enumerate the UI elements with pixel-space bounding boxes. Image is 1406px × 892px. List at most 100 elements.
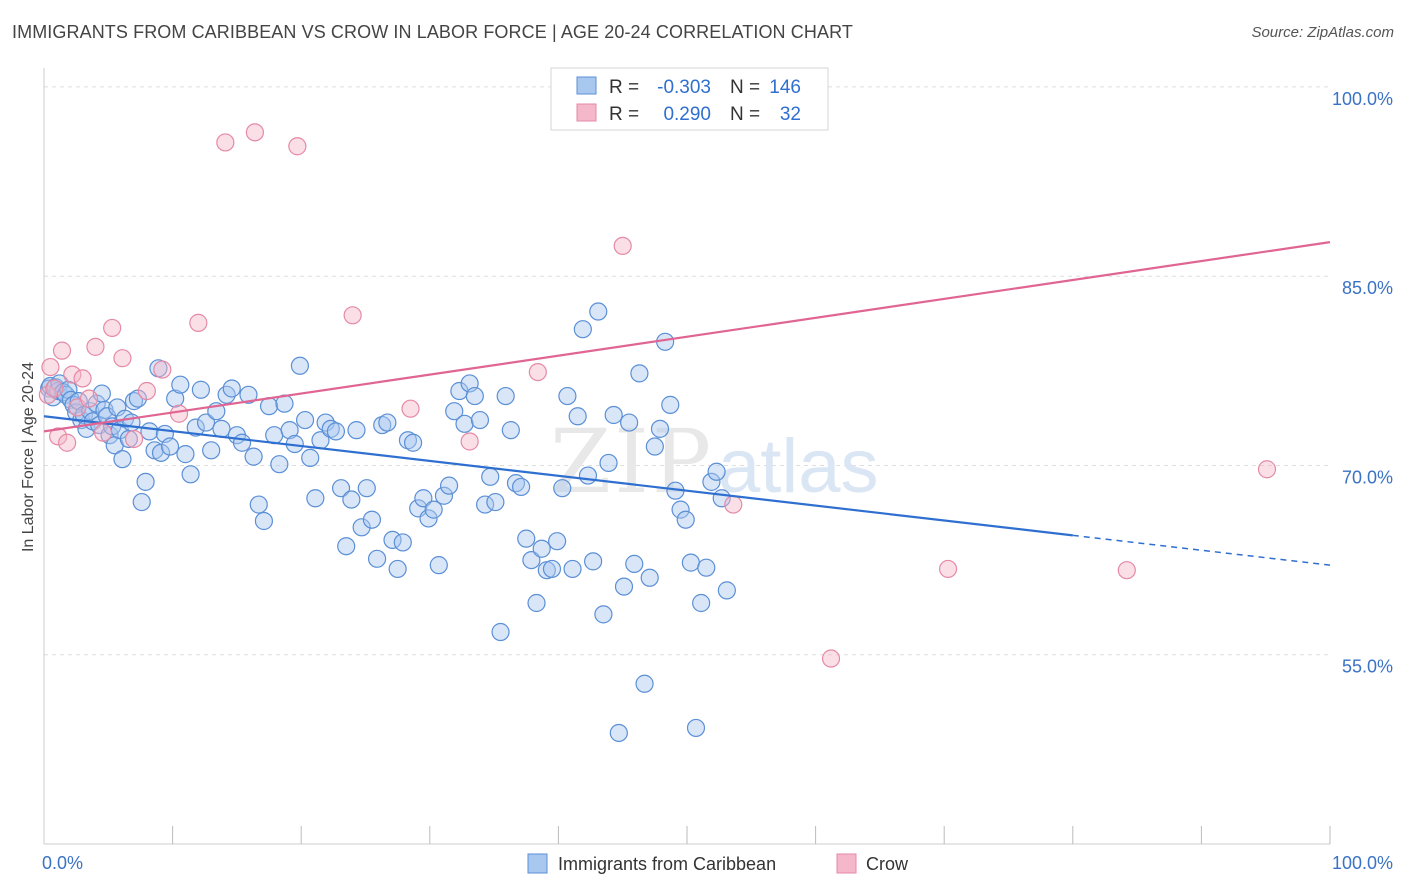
caribbean-point bbox=[160, 437, 180, 456]
caribbean-point bbox=[295, 410, 315, 430]
caribbean-point bbox=[620, 413, 639, 432]
caribbean-point bbox=[542, 559, 562, 579]
caribbean-point bbox=[398, 431, 418, 450]
caribbean-point bbox=[136, 472, 155, 491]
caribbean-point bbox=[403, 433, 423, 452]
caribbean-point bbox=[455, 414, 474, 433]
caribbean-point bbox=[357, 479, 376, 498]
caribbean-point bbox=[707, 462, 726, 481]
caribbean-point bbox=[671, 500, 690, 519]
stats-n-value: 32 bbox=[780, 104, 801, 125]
caribbean-point bbox=[650, 419, 670, 438]
legend-swatch-crow bbox=[836, 853, 857, 874]
legend-swatch-immigrants-from-caribbean bbox=[527, 853, 548, 874]
watermark-zip: ZIP bbox=[550, 410, 714, 513]
y-tick-label: 55.0% bbox=[1342, 657, 1393, 677]
caribbean-point bbox=[692, 593, 711, 613]
caribbean-point bbox=[337, 537, 356, 556]
caribbean-point bbox=[470, 410, 490, 430]
caribbean-point bbox=[625, 554, 644, 573]
stats-r-label: R = bbox=[609, 104, 639, 125]
caribbean-point bbox=[697, 558, 716, 577]
caribbean-point bbox=[132, 492, 151, 512]
crow-point bbox=[460, 432, 479, 451]
crow-point bbox=[724, 495, 743, 514]
caribbean-point bbox=[548, 532, 567, 551]
series-immigrants-from-caribbean bbox=[40, 302, 736, 743]
caribbean-point bbox=[686, 718, 706, 738]
caribbean-point bbox=[630, 364, 649, 383]
y-axis-tick-labels: 55.0% 70.0% 85.0% 100.0% bbox=[1332, 89, 1393, 677]
series-legend: Immigrants from Caribbean Crow bbox=[527, 853, 909, 874]
caribbean-point bbox=[373, 415, 392, 435]
crow-point bbox=[124, 429, 144, 449]
caribbean-point bbox=[326, 422, 346, 441]
y-tick-label: 100.0% bbox=[1332, 89, 1393, 109]
crow-point bbox=[245, 123, 265, 142]
caribbean-point bbox=[573, 320, 592, 339]
stats-legend-box bbox=[550, 67, 829, 131]
caribbean-point bbox=[681, 553, 700, 572]
caribbean-point bbox=[280, 421, 299, 440]
caribbean-point bbox=[604, 405, 623, 425]
caribbean-point bbox=[439, 476, 459, 495]
caribbean-point bbox=[171, 375, 190, 394]
crow-point bbox=[49, 427, 68, 446]
caribbean-point bbox=[181, 465, 200, 484]
stats-r-value: -0.303 bbox=[657, 77, 711, 98]
crow-point bbox=[938, 559, 958, 579]
caribbean-point bbox=[166, 389, 185, 408]
crow-point bbox=[343, 306, 362, 325]
legend-label-immigrants-from-caribbean: Immigrants from Caribbean bbox=[558, 854, 776, 874]
trend-lines bbox=[43, 241, 1331, 566]
caribbean-point bbox=[151, 443, 171, 462]
caribbean-point bbox=[388, 559, 407, 579]
crow-point bbox=[288, 137, 307, 156]
source-credit: Source: ZipAtlas.com bbox=[1251, 24, 1394, 41]
caribbean-point bbox=[589, 302, 608, 321]
x-axis-ticks bbox=[172, 826, 1331, 844]
caribbean-point bbox=[594, 605, 613, 624]
caribbean-point bbox=[347, 421, 366, 440]
caribbean-point bbox=[414, 489, 433, 508]
crow-point bbox=[41, 357, 60, 377]
caribbean-trend-extension bbox=[1072, 534, 1331, 566]
caribbean-point bbox=[512, 477, 531, 497]
caribbean-point bbox=[717, 581, 736, 600]
y-tick-label: 70.0% bbox=[1342, 467, 1393, 487]
caribbean-point bbox=[301, 448, 320, 467]
crow-point bbox=[63, 365, 82, 384]
caribbean-point bbox=[568, 407, 587, 426]
crow-point bbox=[401, 399, 420, 418]
caribbean-point bbox=[661, 395, 680, 414]
caribbean-point bbox=[645, 437, 664, 456]
caribbean-point bbox=[378, 413, 397, 432]
caribbean-point bbox=[429, 556, 448, 575]
caribbean-point bbox=[578, 466, 598, 485]
caribbean-point bbox=[553, 479, 572, 498]
caribbean-point bbox=[527, 593, 546, 613]
y-tick-label: 85.0% bbox=[1342, 278, 1393, 298]
caribbean-trend-line bbox=[43, 415, 1073, 537]
crow-point bbox=[86, 337, 105, 356]
caribbean-point bbox=[191, 380, 210, 399]
caribbean-point bbox=[558, 386, 577, 406]
caribbean-point bbox=[54, 383, 73, 402]
caribbean-point bbox=[522, 550, 541, 570]
caribbean-point bbox=[640, 568, 659, 587]
caribbean-point bbox=[635, 674, 654, 693]
caribbean-point bbox=[239, 385, 258, 404]
crow-trend-line bbox=[43, 241, 1331, 433]
caribbean-point bbox=[532, 539, 551, 558]
stats-r-value: 0.290 bbox=[663, 104, 711, 125]
x-axis-tick-labels: 0.0% 100.0% bbox=[42, 853, 1393, 873]
crow-point bbox=[113, 349, 132, 368]
crow-point bbox=[52, 341, 72, 360]
caribbean-point bbox=[342, 490, 361, 509]
caribbean-point bbox=[424, 500, 443, 519]
caribbean-point bbox=[445, 402, 464, 421]
crow-point bbox=[1117, 561, 1136, 580]
caribbean-point bbox=[321, 419, 340, 438]
caribbean-point bbox=[186, 418, 205, 437]
